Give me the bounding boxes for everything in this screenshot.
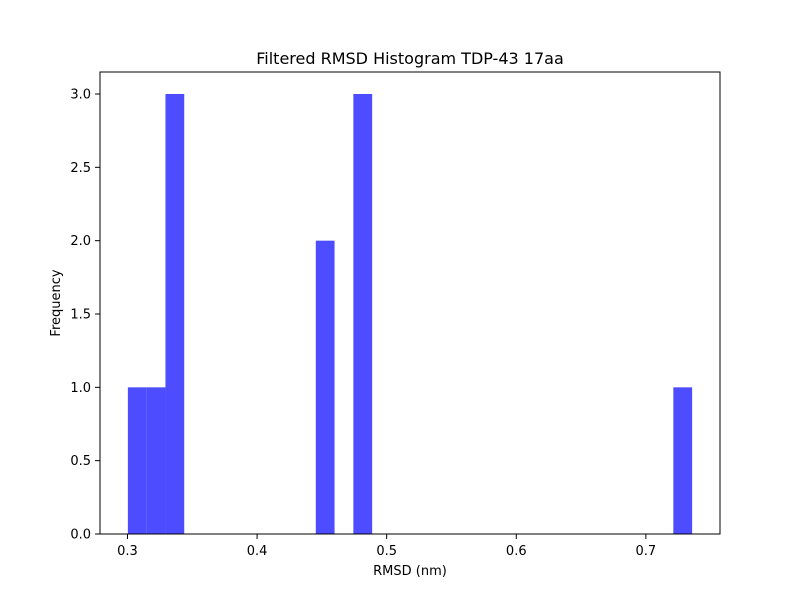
chart-title: Filtered RMSD Histogram TDP-43 17aa <box>256 49 564 68</box>
x-tick-label: 0.3 <box>117 544 138 559</box>
x-axis-ticks: 0.3 0.4 0.5 0.6 0.7 <box>117 534 656 559</box>
x-tick-label: 0.5 <box>376 544 397 559</box>
x-tick-label: 0.4 <box>247 544 268 559</box>
x-tick-label: 0.6 <box>506 544 527 559</box>
y-tick-label: 0.5 <box>70 454 91 469</box>
histogram-bar-5 <box>673 387 693 534</box>
histogram-bar-2 <box>165 94 185 534</box>
histogram-bar-3 <box>315 240 335 535</box>
y-tick-label: 2.5 <box>70 161 91 176</box>
y-axis-ticks: 0.0 0.5 1.0 1.5 2.0 2.5 3.0 <box>70 88 100 543</box>
histogram-bar-4 <box>353 94 373 534</box>
y-tick-label: 1.0 <box>70 381 91 396</box>
histogram-bar-0 <box>127 387 147 534</box>
y-tick-label: 0.0 <box>70 528 91 543</box>
x-tick-label: 0.7 <box>636 544 657 559</box>
plot-area-frame <box>99 71 721 535</box>
x-axis-title: RMSD (nm) <box>373 564 447 579</box>
y-tick-label: 3.0 <box>70 88 91 103</box>
histogram-bar-1 <box>146 387 166 534</box>
y-tick-label: 2.0 <box>70 234 91 249</box>
y-tick-label: 1.5 <box>70 308 91 323</box>
y-axis-title: Frequency <box>49 269 64 336</box>
bars-group <box>127 94 693 535</box>
